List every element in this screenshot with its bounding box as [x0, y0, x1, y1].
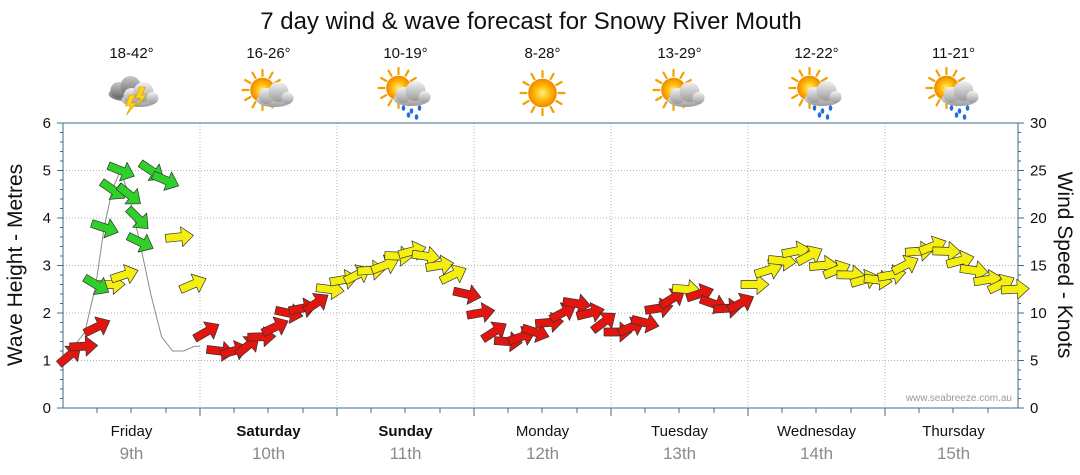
wind-arrow [630, 313, 660, 334]
sunny-icon [519, 69, 566, 117]
wind-arrow [125, 205, 149, 229]
wind-arrow [69, 335, 99, 357]
daily-forecast-row: 18-42° 16-26° 10-19° 8-28° 13-29° 12-22° 11-21… [108, 45, 979, 120]
x-day-label: Wednesday [777, 423, 856, 440]
y-tick-label: 1 [43, 353, 51, 370]
x-date-label: 14th [800, 444, 833, 463]
chart-gridlines [63, 122, 1018, 408]
x-date-label: 11th [390, 444, 422, 463]
x-day-label: Monday [516, 423, 570, 440]
day-temperature: 18-42° [109, 45, 153, 62]
wind-arrow [164, 226, 194, 247]
sun-showers-icon [788, 66, 842, 120]
y-axis-title-left: Wave Height - Metres [4, 164, 27, 366]
y2-tick-label: 30 [1030, 115, 1047, 132]
day-temperature: 11-21° [932, 45, 975, 62]
wind-arrow [178, 273, 207, 294]
wind-arrow [109, 264, 139, 284]
wind-arrow [932, 241, 962, 262]
wind-arrow [151, 170, 180, 191]
wave-arrow [115, 182, 141, 205]
wind-arrow [548, 302, 576, 323]
day-temperature: 13-29° [657, 45, 701, 62]
x-axis-day-labels: Friday 9th Saturday 10th Sunday 11th Monday 12t… [96, 408, 989, 463]
wind-arrow [234, 336, 260, 358]
wind-arrow [795, 245, 823, 266]
sun-showers-icon [925, 66, 979, 120]
wind-arrow [480, 321, 507, 343]
wind-arrow [562, 293, 592, 315]
wind-arrow [302, 293, 329, 315]
x-date-label: 15th [937, 444, 970, 463]
wind-arrow [425, 254, 455, 276]
y2-tick-label: 20 [1030, 210, 1047, 227]
x-day-label: Tuesday [651, 423, 708, 440]
y-axis-title-right: Wind Speed - Knots [1053, 172, 1076, 359]
wind-arrow [452, 284, 482, 305]
day-temperature: 12-22° [794, 45, 838, 62]
wind-arrow [575, 302, 605, 323]
x-day-label: Sunday [378, 423, 433, 440]
wind-arrow [658, 288, 685, 310]
y-tick-label: 2 [43, 305, 51, 322]
wind-arrow [1000, 278, 1030, 300]
y2-tick-label: 25 [1030, 163, 1047, 180]
wind-arrow [890, 254, 919, 276]
x-day-label: Friday [111, 423, 153, 440]
wind-arrow [740, 274, 770, 295]
wave-arrow [125, 232, 154, 253]
wind-arrow [590, 312, 616, 334]
y-tick-label: 3 [43, 258, 51, 275]
wind-arrow [520, 323, 550, 343]
chart-title: 7 day wind & wave forecast for Snowy Riv… [260, 8, 802, 35]
x-day-label: Saturday [236, 423, 301, 440]
wave-arrow [90, 218, 119, 239]
wind-arrow [260, 316, 289, 337]
y2-tick-label: 5 [1030, 353, 1038, 370]
partly-cloudy-icon [652, 68, 705, 112]
wind-arrow [438, 264, 467, 285]
y-tick-label: 5 [43, 163, 51, 180]
wave-arrow [106, 161, 135, 182]
wind-arrow [56, 345, 81, 368]
day-temperature: 10-19° [383, 45, 427, 62]
day-temperature: 8-28° [524, 45, 560, 62]
y-tick-label: 4 [43, 210, 51, 227]
x-date-label: 12th [526, 444, 559, 463]
y2-tick-label: 0 [1030, 400, 1038, 417]
day-temperature: 16-26° [246, 45, 290, 62]
partly-cloudy-icon [241, 68, 294, 112]
y-tick-label: 6 [43, 115, 51, 132]
source-credit: www.seabreeze.com.au [905, 393, 1012, 404]
wind-arrow [82, 316, 111, 337]
wind-arrow [192, 321, 220, 343]
wind-arrows [56, 159, 1030, 368]
y2-tick-label: 15 [1030, 258, 1047, 275]
wind-arrow [918, 235, 947, 256]
x-day-label: Thursday [922, 423, 985, 440]
x-date-label: 10th [252, 444, 285, 463]
x-date-label: 13th [663, 444, 696, 463]
wind-arrow [753, 259, 783, 280]
wind-arrow [945, 250, 975, 271]
y2-tick-label: 10 [1030, 305, 1047, 322]
wave-arrows [82, 161, 154, 295]
wave-arrow [82, 274, 110, 295]
x-date-label: 9th [120, 444, 144, 463]
y-tick-label: 0 [43, 400, 51, 417]
thunderstorm-icon [108, 76, 159, 116]
wind-arrow [466, 302, 496, 323]
y-axis-left: 0 1 2 3 4 5 6 [43, 115, 63, 417]
wind-arrow [726, 292, 755, 314]
sun-showers-icon [377, 66, 431, 120]
y-axis-right: 0 5 10 15 20 25 30 [1018, 115, 1047, 417]
